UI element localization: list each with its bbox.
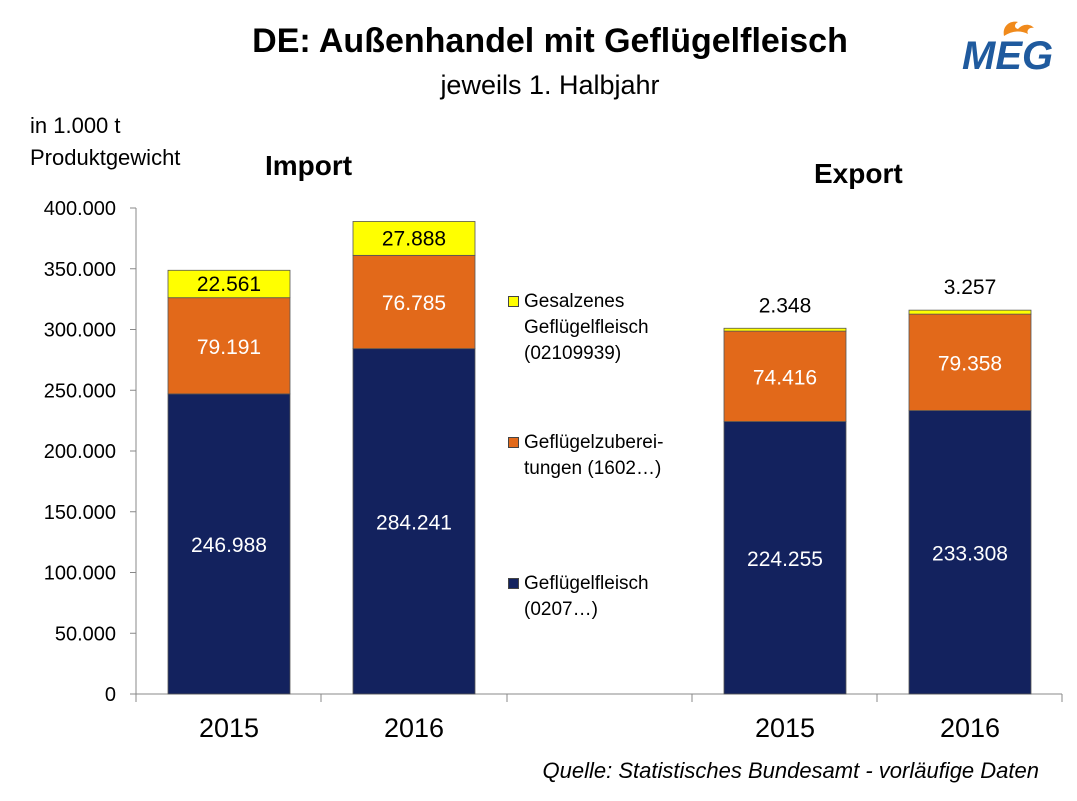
bar-segment xyxy=(352,221,476,256)
x-tick-label: 2015 xyxy=(755,713,815,743)
legend-item-gefluegelfleisch: Geflügelfleisch (0207…) xyxy=(508,571,728,631)
logo-flame-icon xyxy=(1003,21,1034,36)
data-label: 27.888 xyxy=(382,227,446,250)
x-tick-label: 2016 xyxy=(940,713,1000,743)
x-tick-label: 2015 xyxy=(199,713,259,743)
y-tick-label: 150.000 xyxy=(44,502,116,524)
bar-segment xyxy=(352,254,476,350)
chart-title: DE: Außenhandel mit Geflügelfleisch xyxy=(252,22,848,60)
bar-segment xyxy=(908,410,1032,695)
bar-segment xyxy=(723,421,847,695)
data-label: 233.308 xyxy=(932,542,1008,565)
bar-segment xyxy=(723,330,847,422)
bar-segment xyxy=(908,309,1032,315)
bar-segment xyxy=(167,393,291,695)
bar-segment xyxy=(908,313,1032,411)
meg-logo: MEG xyxy=(962,21,1052,76)
y-tick-label: 400.000 xyxy=(44,198,116,220)
data-label: 2.348 xyxy=(759,294,812,317)
y-axis-label: in 1.000 t Produktgewicht xyxy=(30,110,290,174)
legend-label: tungen (1602…) xyxy=(524,458,662,479)
y-tick-label: 350.000 xyxy=(44,259,116,281)
data-label: 74.416 xyxy=(753,366,817,389)
bar-segment xyxy=(167,297,291,395)
y-tick-label: 300.000 xyxy=(44,320,116,342)
data-label: 284.241 xyxy=(376,511,452,534)
data-label: 79.191 xyxy=(197,336,261,359)
bar-segment xyxy=(352,348,476,695)
y-axis-label-line2: Produktgewicht xyxy=(30,145,181,170)
legend-label: Geflügelfleisch xyxy=(524,317,649,338)
legend-swatch-orange xyxy=(508,437,519,448)
legend-label: Gesalzenes xyxy=(524,291,625,312)
y-axis-label-line1: in 1.000 t xyxy=(30,113,121,138)
data-label: 246.988 xyxy=(191,534,267,557)
data-label: 3.257 xyxy=(944,276,997,299)
y-tick-label: 0 xyxy=(105,684,116,706)
x-tick-label: 2016 xyxy=(384,713,444,743)
y-tick-label: 200.000 xyxy=(44,441,116,463)
legend-label: Geflügelzuberei- xyxy=(524,432,664,453)
legend-label: Geflügelfleisch xyxy=(524,573,649,594)
legend-item-gesalzenes: Gesalzenes Geflügelfleisch (02109939) xyxy=(508,289,728,369)
legend-item-zubereitungen: Geflügelzuberei- tungen (1602…) xyxy=(508,430,728,490)
chart-subtitle: jeweils 1. Halbjahr xyxy=(440,70,660,100)
data-label: 22.561 xyxy=(197,273,261,296)
y-tick-label: 250.000 xyxy=(44,380,116,402)
data-label: 224.255 xyxy=(747,548,823,571)
bar-segment xyxy=(723,327,847,332)
y-tick-label: 50.000 xyxy=(55,623,116,645)
bar-segment xyxy=(167,269,291,299)
legend-label: (0207…) xyxy=(524,599,598,620)
legend-swatch-navy xyxy=(508,578,519,589)
source-note: Quelle: Statistisches Bundesamt - vorläu… xyxy=(542,758,1039,783)
legend-label: (02109939) xyxy=(524,343,622,364)
data-label: 79.358 xyxy=(938,352,1002,375)
data-label: 76.785 xyxy=(382,292,446,315)
legend-swatch-yellow xyxy=(508,296,519,307)
y-tick-label: 100.000 xyxy=(44,563,116,585)
group-label-export: Export xyxy=(814,158,903,189)
logo-text: MEG xyxy=(962,34,1052,76)
group-label-import: Import xyxy=(265,150,353,181)
